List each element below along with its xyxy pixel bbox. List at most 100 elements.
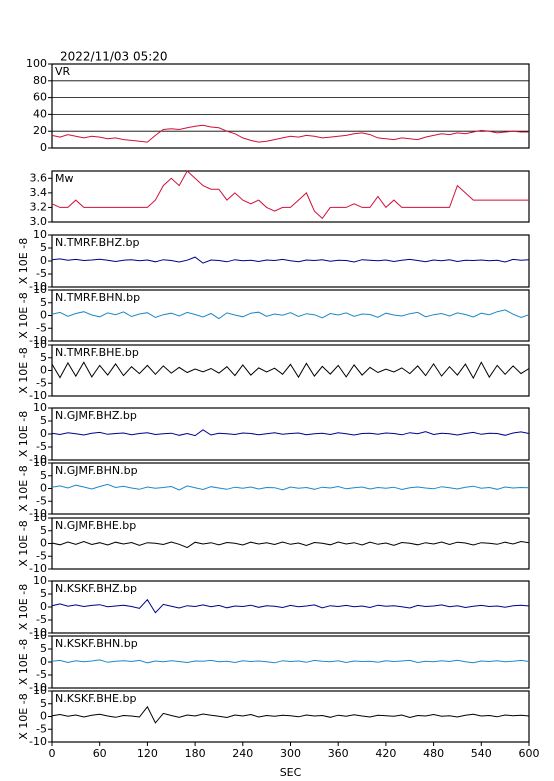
x-tick-label: 480 xyxy=(423,747,444,760)
y-tick-label: 0 xyxy=(40,600,47,613)
y-tick-label: 0 xyxy=(40,482,47,495)
series-line xyxy=(51,659,530,664)
series-name: N.TMRF.BHN.bp xyxy=(55,291,140,304)
series-line xyxy=(51,309,530,320)
y-tick-label: 0 xyxy=(40,309,47,322)
y-tick-label: 0 xyxy=(40,427,47,440)
series-line xyxy=(51,705,530,724)
y-tick-label: -5 xyxy=(36,494,47,507)
y-tick-label: -10 xyxy=(29,626,47,639)
x-tick-label: 540 xyxy=(471,747,492,760)
y-tick-label: -5 xyxy=(36,668,47,681)
y-axis-label: X 10E -8 xyxy=(17,520,30,566)
y-tick-label: 10 xyxy=(33,511,47,524)
y-tick-label: 10 xyxy=(33,338,47,351)
panel-frame xyxy=(51,170,530,223)
y-axis-label: X 10E -8 xyxy=(17,693,30,739)
y-tick-label: 0 xyxy=(40,655,47,668)
y-tick-label: -10 xyxy=(29,507,47,520)
y-tick-label: 5 xyxy=(40,351,47,364)
series-name: N.KSKF.BHZ.bp xyxy=(55,582,137,595)
y-tick-label: 40 xyxy=(33,107,47,120)
y-tick-label: -5 xyxy=(36,722,47,735)
series-line xyxy=(51,483,530,491)
x-tick-label: 600 xyxy=(519,747,540,760)
y-tick-label: 5 xyxy=(40,587,47,600)
series-line xyxy=(51,361,530,380)
y-axis-label: X 10E -8 xyxy=(17,584,30,630)
y-tick-label: 5 xyxy=(40,241,47,254)
series-line xyxy=(51,540,530,549)
x-tick-label: 300 xyxy=(280,747,301,760)
y-tick-label: -5 xyxy=(36,549,47,562)
series-name: N.KSKF.BHN.bp xyxy=(55,637,138,650)
y-axis-label: X 10E -8 xyxy=(17,465,30,511)
y-tick-label: 5 xyxy=(40,642,47,655)
y-tick-label: 20 xyxy=(33,124,47,137)
y-tick-label: -10 xyxy=(29,681,47,694)
y-tick-label: -10 xyxy=(29,389,47,402)
series-line xyxy=(51,429,530,437)
series-name: N.KSKF.BHE.bp xyxy=(55,692,136,705)
y-tick-label: -10 xyxy=(29,562,47,575)
y-axis-label: X 10E -8 xyxy=(17,238,30,284)
y-axis-label: X 10E -8 xyxy=(17,347,30,393)
y-tick-label: 5 xyxy=(40,469,47,482)
x-axis-label: SEC xyxy=(280,766,302,779)
y-tick-label: 5 xyxy=(40,697,47,710)
y-tick-label: -10 xyxy=(29,280,47,293)
y-tick-label: -5 xyxy=(36,376,47,389)
series-name: VR xyxy=(55,65,71,78)
y-tick-label: 10 xyxy=(33,574,47,587)
y-tick-label: 10 xyxy=(33,456,47,469)
y-axis-label: X 10E -8 xyxy=(17,639,30,685)
x-tick-label: 60 xyxy=(93,747,107,760)
x-tick-label: 240 xyxy=(232,747,253,760)
y-tick-label: 0 xyxy=(40,364,47,377)
y-tick-label: -5 xyxy=(36,440,47,453)
y-tick-label: 3.6 xyxy=(30,171,48,184)
y-tick-label: 3.0 xyxy=(30,215,48,228)
y-tick-label: 3.4 xyxy=(30,186,48,199)
series-line xyxy=(51,598,530,614)
series-line xyxy=(51,256,530,264)
y-tick-label: 60 xyxy=(33,91,47,104)
y-tick-label: -5 xyxy=(36,321,47,334)
y-tick-label: 3.2 xyxy=(30,200,48,213)
series-name: N.GJMF.BHE.bp xyxy=(55,519,136,532)
y-tick-label: 10 xyxy=(33,401,47,414)
y-tick-label: -5 xyxy=(36,267,47,280)
series-name: N.TMRF.BHZ.bp xyxy=(55,236,139,249)
series-name: Mw xyxy=(55,172,74,185)
y-axis-label: X 10E -8 xyxy=(17,411,30,457)
y-tick-label: 10 xyxy=(33,629,47,642)
y-tick-label: 80 xyxy=(33,74,47,87)
x-tick-label: 180 xyxy=(185,747,206,760)
y-tick-label: -10 xyxy=(29,453,47,466)
y-tick-label: 10 xyxy=(33,684,47,697)
x-tick-label: 120 xyxy=(137,747,158,760)
series-line xyxy=(51,170,529,220)
y-axis-label: X 10E -8 xyxy=(17,292,30,338)
y-tick-label: 10 xyxy=(33,283,47,296)
x-tick-label: 0 xyxy=(49,747,56,760)
series-line xyxy=(51,124,529,143)
y-tick-label: 0 xyxy=(40,141,47,154)
x-tick-label: 360 xyxy=(328,747,349,760)
y-tick-label: 5 xyxy=(40,414,47,427)
y-tick-label: 5 xyxy=(40,296,47,309)
y-tick-label: 0 xyxy=(40,710,47,723)
y-tick-label: 0 xyxy=(40,254,47,267)
series-name: N.GJMF.BHZ.bp xyxy=(55,409,137,422)
y-tick-label: 100 xyxy=(26,57,47,70)
y-tick-label: -5 xyxy=(36,613,47,626)
y-tick-label: -10 xyxy=(29,334,47,347)
panel-frame xyxy=(51,63,530,149)
y-tick-label: 5 xyxy=(40,524,47,537)
page-title: 2022/11/03 05:20 xyxy=(60,50,168,64)
y-tick-label: 0 xyxy=(40,537,47,550)
series-name: N.GJMF.BHN.bp xyxy=(55,464,138,477)
y-tick-label: 10 xyxy=(33,228,47,241)
x-tick-label: 420 xyxy=(375,747,396,760)
